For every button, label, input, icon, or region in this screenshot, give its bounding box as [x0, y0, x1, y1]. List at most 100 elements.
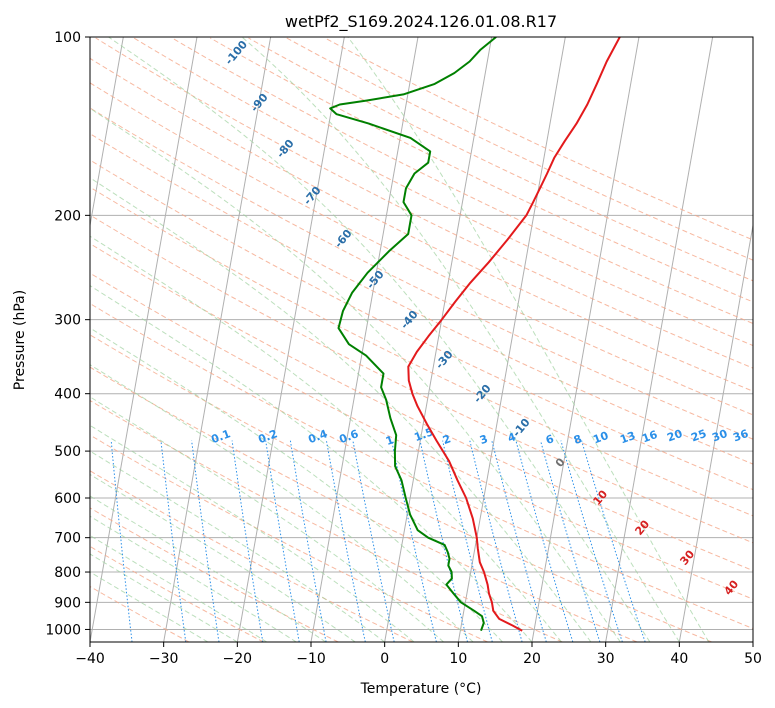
moist-adiabat [90, 534, 268, 642]
x-tick-label: −20 [223, 651, 253, 667]
mixing-ratio-line [515, 440, 574, 642]
mixing-ratio-label: 10 [591, 429, 610, 447]
mixing-ratio-label: 20 [665, 427, 684, 445]
dry-adiabat [210, 37, 753, 303]
moist-adiabat [90, 424, 415, 642]
y-tick-label: 800 [54, 565, 81, 581]
dry-adiabat [90, 334, 712, 642]
mixing-ratio-label: 30 [710, 427, 729, 445]
dry-adiabat [90, 399, 563, 642]
dry-adiabat [248, 37, 753, 282]
dry-adiabat [90, 186, 753, 517]
mixing-ratio-line [469, 440, 523, 642]
dry-adiabat [90, 214, 753, 544]
x-tick-label: 50 [744, 651, 762, 667]
y-tick-label: 300 [54, 313, 81, 329]
dry-adiabat [90, 272, 753, 600]
y-tick-label: 100 [54, 30, 81, 46]
plot-frame [89, 36, 754, 643]
mixing-ratio-label: 36 [731, 427, 750, 445]
isotherm-line [90, 37, 124, 229]
mixing-ratio-label: 1 [384, 433, 396, 448]
dry-adiabat [133, 37, 753, 347]
mixing-ratio-label: 0.6 [337, 427, 360, 446]
chart-title: wetPf2_S169.2024.126.01.08.R17 [285, 12, 557, 32]
isotherm-line [605, 37, 714, 642]
x-tick-label: −30 [149, 651, 179, 667]
mixing-ratio-line [110, 440, 133, 642]
isotherm-line [531, 37, 640, 642]
mixing-ratio-line [289, 440, 327, 642]
mixing-ratio-label: 16 [640, 428, 659, 446]
dry-adiabat [286, 37, 753, 261]
mixing-ratio-line [325, 440, 366, 642]
moist-adiabat [90, 177, 592, 642]
moist-adiabat [90, 450, 385, 642]
moist-adiabat [90, 285, 533, 642]
mixing-ratio-line [160, 440, 187, 642]
isotherm-line [163, 37, 272, 642]
moist-adiabat [90, 327, 503, 642]
moist-adiabat [241, 37, 680, 642]
mixing-ratio-line [419, 440, 468, 642]
y-tick-label: 200 [54, 208, 81, 224]
x-tick-label: 40 [670, 651, 688, 667]
mixing-ratio-line [491, 440, 547, 642]
moist-adiabat [90, 396, 444, 642]
mixing-ratio-line [540, 440, 601, 642]
isotherm-line [236, 37, 345, 642]
y-tick-label: 500 [54, 444, 81, 460]
mixing-ratio-line [352, 440, 395, 642]
dry-adiabat [90, 159, 753, 491]
mixing-ratio-label: 6 [544, 432, 556, 447]
y-tick-label: 900 [54, 595, 81, 611]
mixing-ratio-label: 4 [506, 430, 518, 445]
mixing-ratio-label: 25 [689, 427, 708, 444]
dry-adiabat [90, 82, 753, 416]
mixing-ratio-line [265, 440, 300, 642]
mixing-ratio-label: 3 [478, 432, 490, 447]
moist-adiabat [90, 473, 356, 642]
dry-adiabat [90, 243, 753, 572]
mixing-ratio-label: 0.4 [306, 427, 329, 446]
moist-adiabat [90, 107, 621, 642]
y-tick-label: 1000 [45, 622, 81, 638]
moist-adiabat [90, 553, 238, 642]
mixing-ratio-line [191, 440, 220, 642]
mixing-ratio-label: 2 [441, 432, 453, 447]
isotherm-line [384, 37, 493, 642]
dry-adiabat [95, 37, 753, 369]
isotherm-line [310, 37, 419, 642]
y-tick-label: 400 [54, 387, 81, 403]
dry-adiabat [90, 366, 638, 642]
y-axis-label: Pressure (hPa) [12, 290, 28, 390]
x-tick-label: 30 [597, 651, 615, 667]
x-tick-label: 10 [449, 651, 467, 667]
temperature-profile [407, 37, 621, 632]
dry-adiabat [90, 107, 753, 440]
x-tick-label: 0 [380, 651, 389, 667]
mixing-ratio-label: 0.1 [209, 427, 232, 446]
moist-adiabat [108, 37, 651, 642]
mixing-ratio-line [391, 440, 437, 642]
mixing-ratio-line [560, 440, 623, 642]
moist-adiabat [90, 571, 209, 642]
mixing-ratio-label: 13 [618, 429, 637, 446]
y-tick-label: 600 [54, 491, 81, 507]
isotherm-line [90, 37, 198, 642]
x-tick-label: −10 [296, 651, 326, 667]
x-axis-label: Temperature (°C) [360, 681, 482, 697]
mixing-ratio-label: 8 [572, 432, 584, 447]
mixing-ratio-line [581, 440, 646, 642]
mixing-ratio-label: 0.2 [256, 427, 279, 446]
moist-adiabat [347, 37, 710, 642]
dewpoint-profile [329, 37, 497, 632]
mixing-ratio-line [442, 440, 493, 642]
dry-adiabat [90, 133, 753, 465]
mixing-ratio-line [231, 440, 264, 642]
y-tick-label: 700 [54, 531, 81, 547]
x-tick-label: −40 [75, 651, 105, 667]
isotherm-line [678, 222, 753, 642]
x-tick-label: 20 [523, 651, 541, 667]
